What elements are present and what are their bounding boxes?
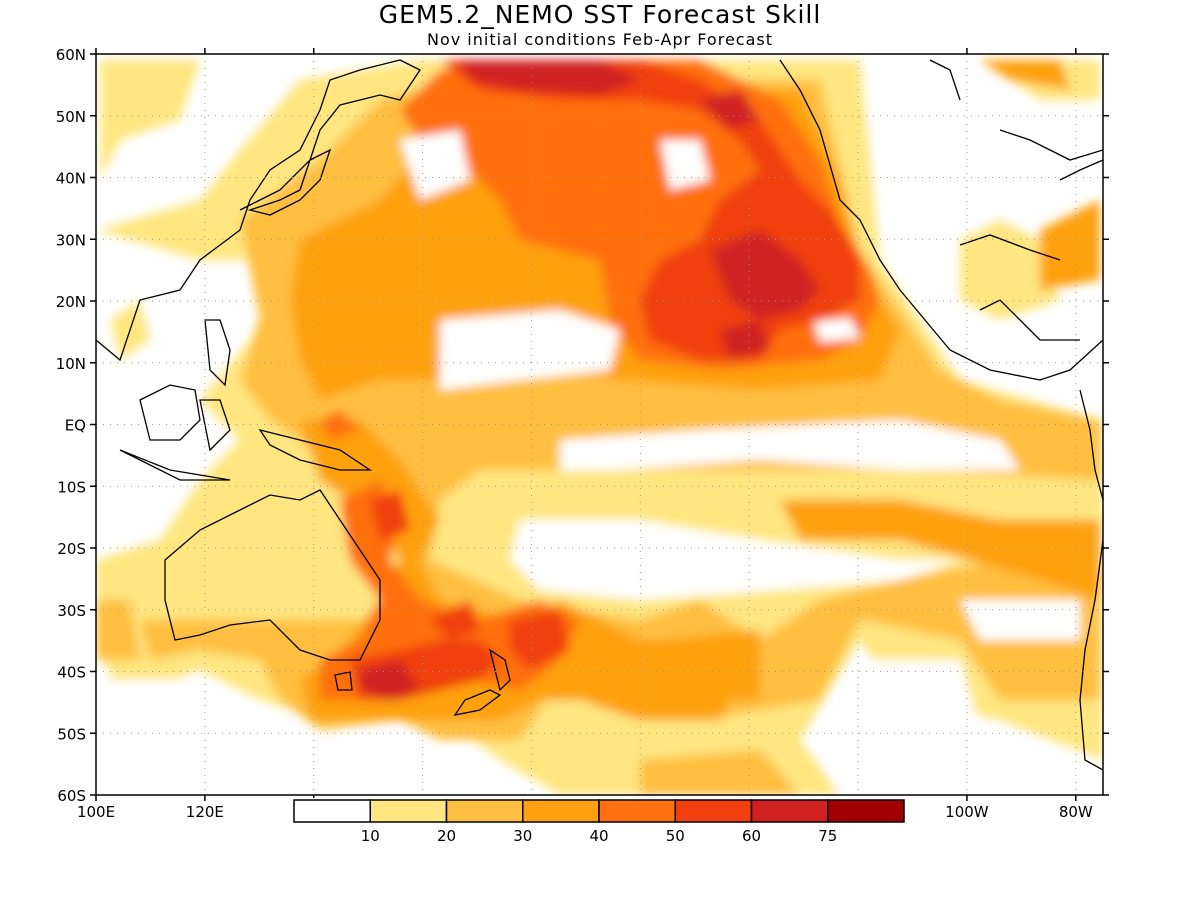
y-tick-label: 40S bbox=[57, 664, 86, 682]
y-tick-label: 50N bbox=[56, 108, 86, 126]
colorbar-label: 50 bbox=[666, 827, 685, 845]
y-tick-label: EQ bbox=[65, 417, 86, 435]
chart-subtitle: Nov initial conditions Feb-Apr Forecast bbox=[426, 30, 773, 49]
y-tick-label: 30S bbox=[57, 602, 86, 620]
y-tick-label: 20S bbox=[57, 540, 86, 558]
colorbar-swatch bbox=[522, 799, 600, 823]
colorbar-label: 10 bbox=[361, 827, 380, 845]
y-tick-label: 20N bbox=[56, 293, 86, 311]
colorbar-swatch bbox=[598, 799, 676, 823]
y-tick-label: 40N bbox=[56, 170, 86, 188]
coastlines bbox=[96, 59, 1103, 771]
colorbar-label: 40 bbox=[589, 827, 608, 845]
x-tick-label: 100E bbox=[77, 803, 115, 821]
y-tick-label: 30N bbox=[56, 231, 86, 249]
y-tick-label: 10N bbox=[56, 355, 86, 373]
y-tick-label: 60N bbox=[56, 46, 86, 64]
colorbar-swatch bbox=[293, 799, 371, 823]
colorbar-swatch bbox=[750, 799, 829, 823]
chart-title: GEM5.2_NEMO SST Forecast Skill bbox=[378, 0, 822, 29]
colorbar-label: 60 bbox=[742, 827, 761, 845]
colorbar-label: 75 bbox=[818, 827, 837, 845]
y-tick-label: 10S bbox=[57, 478, 86, 496]
colorbar-swatch bbox=[445, 799, 524, 823]
colorbar: 10 20 30 40 50 60 75 bbox=[290, 798, 908, 850]
x-tick-label: 100W bbox=[945, 803, 989, 821]
colorbar-swatch bbox=[674, 799, 753, 823]
x-tick-label: 120E bbox=[186, 803, 224, 821]
axes: 60N50N40N30N20N10NEQ10S20S30S40S50S60S10… bbox=[56, 46, 1109, 821]
colorbar-label: 30 bbox=[513, 827, 532, 845]
y-tick-label: 60S bbox=[57, 787, 86, 805]
colorbar-swatch bbox=[827, 799, 905, 823]
y-tick-label: 50S bbox=[57, 725, 86, 743]
skill-field bbox=[96, 54, 1103, 795]
colorbar-label: 20 bbox=[437, 827, 456, 845]
colorbar-swatch bbox=[369, 799, 448, 823]
skill-contours bbox=[96, 60, 1103, 795]
x-tick-label: 80W bbox=[1059, 803, 1093, 821]
